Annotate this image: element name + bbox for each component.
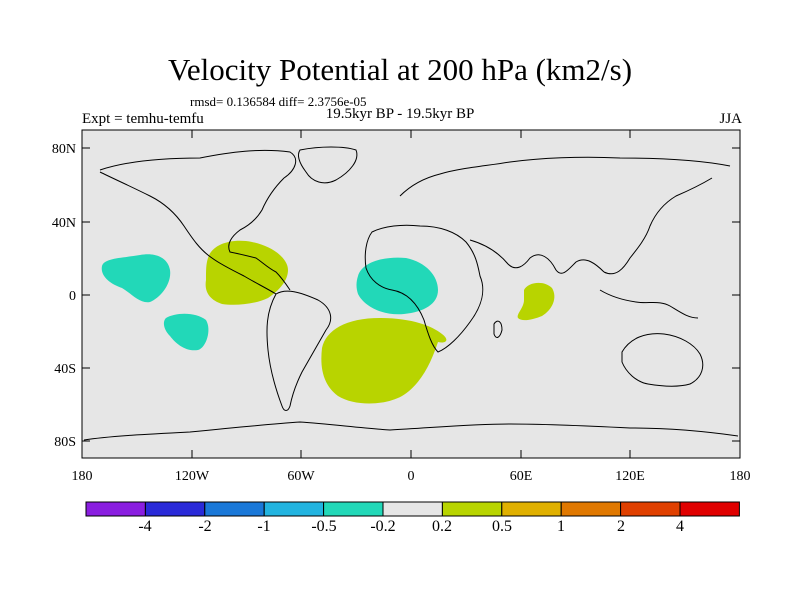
colorbar-label: -0.2 — [370, 518, 396, 535]
colorbar-box — [382, 501, 443, 517]
y-tick-label: 80S — [54, 435, 76, 450]
y-tick-label: 40S — [54, 362, 76, 377]
stats-line: rmsd= 0.136584 diff= 2.3756e-05 — [190, 94, 367, 109]
colorbar-label: 4 — [676, 518, 684, 535]
coast-antarctica — [83, 421, 739, 441]
experiment-label: Expt = temhu-temfu — [82, 111, 204, 127]
coast-australia — [621, 333, 704, 387]
x-tick-label: 180 — [72, 469, 93, 484]
negative-region-north-pacific — [101, 254, 171, 303]
colorbar-label: -2 — [198, 518, 212, 535]
colorbar-box — [323, 501, 384, 517]
tick-marks — [82, 130, 740, 458]
positive-region-indian-ocean — [517, 282, 555, 321]
coast-madagascar — [493, 320, 503, 338]
x-tick-label: 180 — [730, 469, 751, 484]
negative-region-africa — [356, 257, 438, 315]
color-bar — [85, 501, 740, 517]
coastlines — [83, 146, 739, 441]
coast-greenland — [297, 146, 358, 184]
colorbar-box — [85, 501, 146, 517]
colorbar-label: 2 — [617, 518, 625, 535]
coast-north-america — [99, 149, 297, 291]
colorbar-box — [144, 501, 206, 517]
colorbar-label: 0.5 — [492, 518, 512, 535]
colorbar-label: 0.2 — [432, 518, 452, 535]
colorbar-label: -4 — [138, 518, 152, 535]
colorbar-label: 1 — [557, 518, 565, 535]
season-label: JJA — [719, 111, 742, 127]
y-tick-label: 0 — [69, 289, 76, 304]
colorbar-box — [560, 501, 622, 517]
coast-europe — [399, 156, 731, 197]
colorbar-box — [679, 501, 740, 517]
period-label: 19.5kyr BP - 19.5kyr BP — [325, 106, 475, 122]
colorbar-box — [501, 501, 562, 517]
coast-arabia-india — [469, 239, 605, 274]
coast-south-america — [266, 290, 332, 411]
coast-africa — [364, 224, 484, 353]
coast-southeast-asia — [599, 289, 699, 319]
colorbar-box — [620, 501, 681, 517]
colorbar-box — [204, 501, 265, 517]
negative-region-south-pacific — [163, 313, 209, 351]
colorbar-box — [441, 501, 503, 517]
plot-title: Velocity Potential at 200 hPa (km2/s) — [167, 52, 633, 87]
y-tick-label: 80N — [52, 142, 76, 157]
y-tick-label: 40N — [52, 216, 76, 231]
positive-region-south-atlantic — [321, 318, 447, 404]
x-tick-label: 120E — [615, 469, 645, 484]
x-tick-label: 120W — [175, 469, 210, 484]
colorbar-label: -1 — [257, 518, 271, 535]
colorbar-box — [263, 501, 325, 517]
anomaly-regions — [101, 240, 555, 404]
x-tick-label: 60E — [510, 469, 533, 484]
coast-asia-east — [603, 177, 713, 275]
x-tick-label: 60W — [287, 469, 315, 484]
colorbar-label: -0.5 — [311, 518, 337, 535]
coast-north-america-west — [99, 171, 277, 295]
x-tick-label: 0 — [408, 469, 415, 484]
